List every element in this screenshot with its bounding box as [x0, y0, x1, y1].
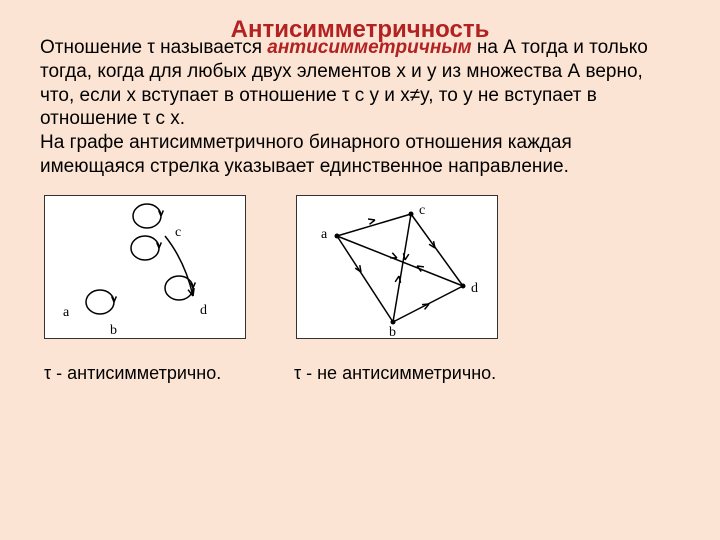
- graph-note: На графе антисимметричного бинарного отн…: [40, 132, 572, 177]
- text-part5: с x.: [150, 108, 185, 129]
- text-part1: Отношение: [40, 37, 147, 58]
- tau-symbol-1: τ: [147, 37, 155, 58]
- svg-text:c: c: [419, 203, 425, 218]
- definition-paragraph: Отношение τ называется антисимметричным …: [40, 36, 680, 179]
- diagram-left-box: a b c d: [44, 195, 246, 339]
- diagrams-row: a b c d a b c d: [44, 195, 680, 339]
- caption-left: τ - антисимметрично.: [44, 363, 244, 384]
- caption-right: τ - не антисимметрично.: [294, 363, 534, 384]
- svg-text:a: a: [321, 227, 328, 242]
- slide-container: Антисимметричность Отношение τ называетс…: [0, 0, 720, 540]
- diagram-right-box: a b c d: [296, 195, 498, 339]
- svg-text:a: a: [63, 305, 70, 320]
- svg-text:d: d: [471, 281, 478, 296]
- text-part2: называется: [155, 37, 267, 58]
- highlighted-term: антисимметричным: [267, 37, 471, 58]
- svg-text:b: b: [110, 323, 117, 338]
- svg-text:d: d: [200, 303, 207, 318]
- svg-text:b: b: [389, 325, 396, 338]
- diagram-left-svg: a b c d: [45, 196, 245, 338]
- caption-right-text: - не антисимметрично.: [301, 363, 496, 383]
- svg-text:c: c: [175, 225, 181, 240]
- captions-row: τ - антисимметрично. τ - не антисимметри…: [44, 363, 680, 384]
- caption-left-text: - антисимметрично.: [51, 363, 221, 383]
- diagram-right-svg: a b c d: [297, 196, 497, 338]
